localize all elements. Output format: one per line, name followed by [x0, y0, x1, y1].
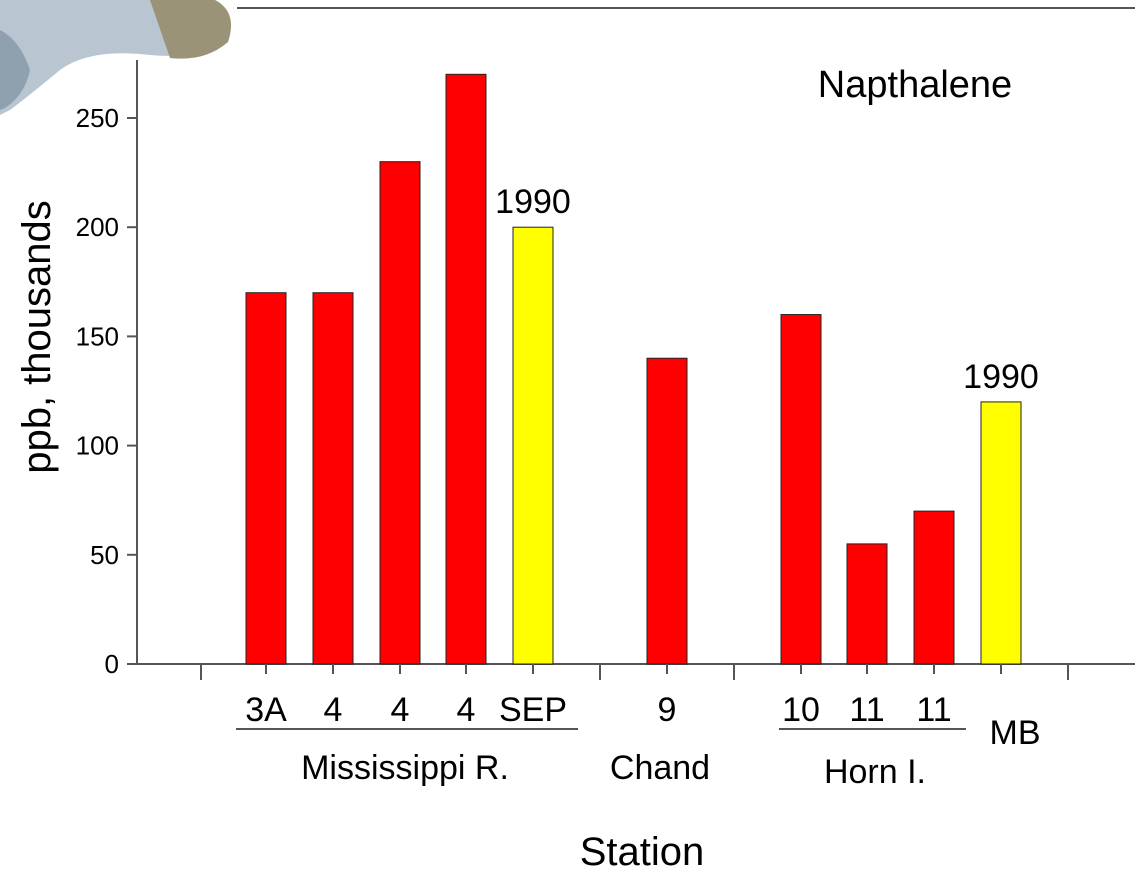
category-label: 4: [457, 691, 476, 729]
category-label: 10: [782, 691, 820, 729]
y-axis: 0 50 100 150 200 250: [76, 103, 137, 679]
chart-title: Napthalene: [818, 64, 1012, 106]
category-labels: 3A 4 4 4 SEP 9 10 11 11 MB: [245, 691, 1040, 752]
category-label: MB: [990, 714, 1041, 752]
bar-data-label: 1990: [963, 358, 1039, 396]
fish-decoration-icon: [0, 0, 232, 115]
y-tick-label: 150: [76, 321, 119, 351]
x-axis-title: Station: [580, 830, 705, 869]
category-label: 11: [916, 691, 951, 729]
bar: [379, 161, 421, 665]
bar: [312, 292, 354, 665]
bar: [445, 73, 487, 665]
x-axis-separators: [200, 664, 1069, 680]
bar: [512, 226, 554, 665]
category-label: 3A: [245, 691, 287, 729]
category-label: 4: [324, 691, 343, 729]
category-label: SEP: [499, 691, 567, 729]
y-tick-label: 100: [76, 431, 119, 461]
bar-data-label: 1990: [495, 183, 571, 221]
y-tick-label: 200: [76, 212, 119, 242]
bar: [245, 292, 287, 665]
category-label: 9: [658, 691, 677, 729]
bars: [245, 73, 1022, 674]
bar: [646, 357, 688, 665]
category-label: 11: [849, 691, 884, 729]
group-label: Chand: [610, 749, 710, 787]
bar: [846, 543, 888, 665]
group-label: Horn I.: [824, 753, 926, 791]
bar: [780, 314, 822, 665]
category-label: 4: [391, 691, 410, 729]
bar: [980, 401, 1022, 665]
y-tick-label: 50: [90, 540, 119, 570]
group-labels: Mississippi R. Chand Horn I.: [236, 728, 966, 791]
y-axis-title: ppb, thousands: [15, 200, 59, 474]
bar: [913, 510, 955, 665]
y-tick-label: 0: [105, 649, 119, 679]
group-label: Mississippi R.: [301, 749, 509, 787]
y-tick-label: 250: [76, 103, 119, 133]
bar-data-labels: 1990 1990: [495, 183, 1039, 396]
